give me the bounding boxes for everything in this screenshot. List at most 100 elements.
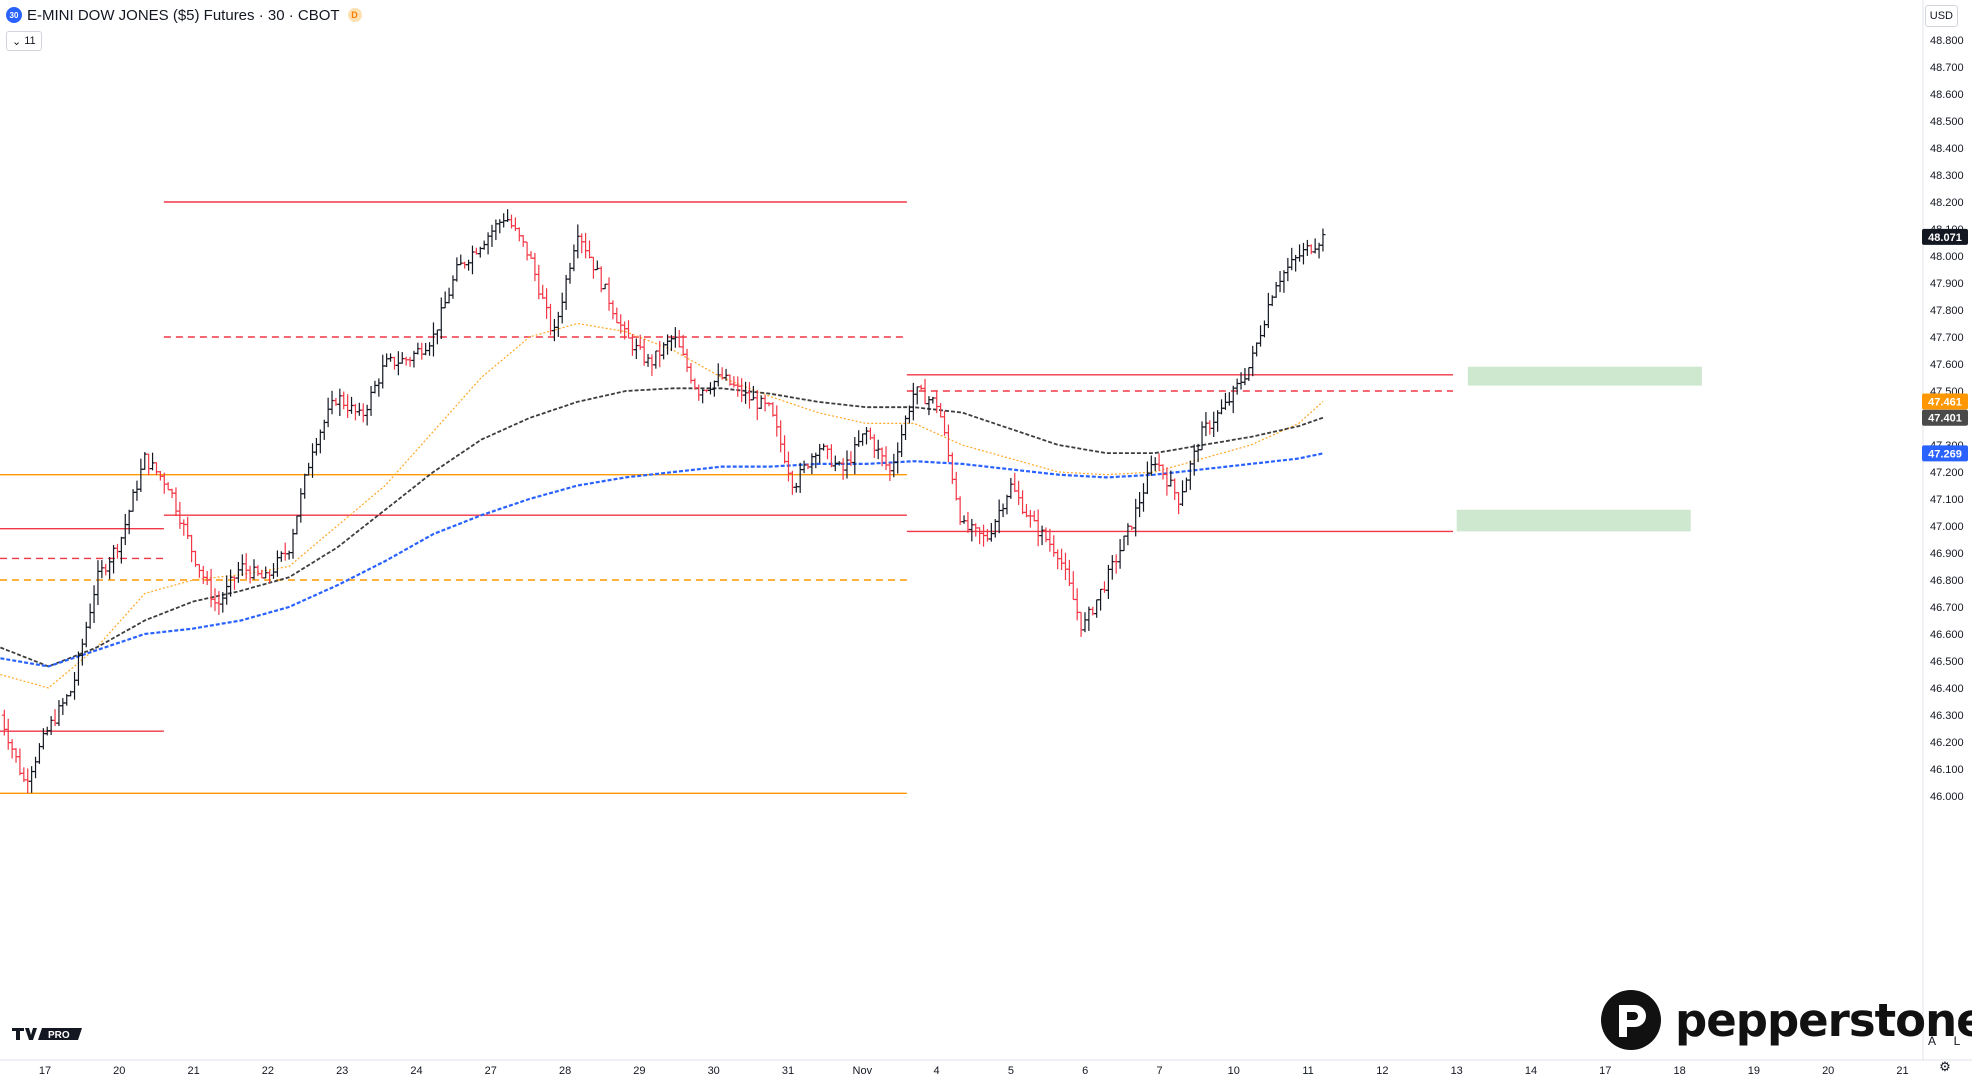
ohlc-bar bbox=[801, 460, 807, 474]
price-tick-label: 48.600 bbox=[1930, 89, 1964, 101]
ohlc-bar bbox=[239, 554, 245, 577]
ohlc-bar bbox=[391, 356, 397, 370]
price-label-bg bbox=[1922, 409, 1968, 426]
ohlc-bar bbox=[1203, 412, 1209, 437]
ohlc-bar bbox=[481, 240, 487, 250]
ohlc-bar bbox=[228, 569, 234, 597]
green-zone[interactable] bbox=[1456, 509, 1691, 532]
ohlc-bar bbox=[376, 378, 382, 397]
ohlc-bar bbox=[942, 410, 948, 436]
ohlc-bar bbox=[1137, 492, 1143, 518]
pepperstone-logo: pepperstone bbox=[1597, 989, 1972, 1051]
ohlc-bar bbox=[1148, 455, 1154, 476]
price-tick-label: 46.400 bbox=[1930, 683, 1964, 695]
ohlc-bar bbox=[571, 244, 577, 272]
ohlc-bar bbox=[17, 748, 23, 776]
ohlc-bar bbox=[782, 435, 788, 464]
settings-gear-icon[interactable]: ⚙ bbox=[1939, 1059, 1951, 1074]
ohlc-bar bbox=[977, 527, 983, 545]
time-axis[interactable]: 17 20 21 22 23 24 27 28 29 30 31 Nov 4 5 6 7 10 11 12 13 14 1… bbox=[39, 1065, 1909, 1077]
ohlc-bar bbox=[1254, 342, 1260, 357]
auto-scale-button[interactable]: A bbox=[1927, 1034, 1936, 1048]
support-resistance-zones[interactable] bbox=[1456, 366, 1702, 532]
ohlc-bars bbox=[1, 209, 1326, 794]
price-label-text: 47.401 bbox=[1928, 413, 1962, 425]
ohlc-bar bbox=[271, 563, 277, 579]
ohlc-bar bbox=[146, 453, 152, 476]
ohlc-bar bbox=[48, 716, 54, 735]
ohlc-bar bbox=[1113, 554, 1119, 574]
ohlc-bar bbox=[72, 671, 78, 700]
ohlc-bar bbox=[626, 320, 632, 339]
time-tick-label: 21 bbox=[1896, 1065, 1908, 1077]
ohlc-bar bbox=[1098, 588, 1104, 611]
ohlc-bar bbox=[243, 553, 249, 580]
ohlc-bar bbox=[103, 563, 109, 576]
price-tick-label: 46.100 bbox=[1930, 764, 1964, 776]
ohlc-bar bbox=[544, 288, 550, 319]
symbol-title[interactable]: E-MINI DOW JONES ($5) Futures · 30 · CBO… bbox=[27, 6, 340, 24]
session-badge[interactable]: D bbox=[347, 8, 362, 22]
ohlc-bar bbox=[1082, 612, 1088, 633]
price-tick-label: 48.700 bbox=[1930, 62, 1964, 74]
log-scale-button[interactable]: L bbox=[1953, 1034, 1961, 1048]
ohlc-bar bbox=[1101, 581, 1107, 593]
ohlc-bar bbox=[1230, 385, 1236, 414]
currency-selector[interactable]: USD bbox=[1924, 5, 1958, 27]
ohlc-bar bbox=[1164, 467, 1170, 496]
ohlc-bar bbox=[126, 509, 132, 535]
ohlc-bar bbox=[216, 591, 222, 615]
ohlc-bar bbox=[988, 522, 994, 542]
ohlc-bar bbox=[5, 718, 11, 750]
green-zone[interactable] bbox=[1467, 366, 1702, 386]
ohlc-bar bbox=[559, 292, 565, 324]
ohlc-bar bbox=[118, 536, 124, 564]
ohlc-bar bbox=[1004, 494, 1010, 515]
ohlc-bar bbox=[575, 224, 581, 259]
ohlc-bar bbox=[1070, 571, 1076, 601]
ohlc-bar bbox=[91, 585, 97, 623]
ohlc-bar bbox=[325, 397, 331, 428]
ohlc-bar bbox=[372, 380, 378, 394]
ohlc-bar bbox=[251, 559, 257, 580]
price-tick-label: 47.200 bbox=[1930, 467, 1964, 479]
ohlc-bar bbox=[189, 534, 195, 563]
ohlc-bar bbox=[153, 462, 159, 476]
ohlc-bar bbox=[1226, 392, 1232, 406]
ohlc-bar bbox=[805, 463, 811, 470]
ohlc-bar bbox=[700, 389, 706, 404]
time-tick-label: 13 bbox=[1451, 1065, 1463, 1077]
ohlc-bar bbox=[1242, 368, 1248, 386]
tradingview-logo: PRO bbox=[10, 1026, 82, 1047]
ohlc-bar bbox=[864, 427, 870, 445]
ohlc-bar bbox=[56, 700, 62, 727]
ohlc-bar bbox=[524, 241, 530, 261]
ohlc-bar bbox=[434, 329, 440, 345]
ohlc-bar bbox=[883, 446, 889, 471]
ohlc-bar bbox=[1012, 472, 1018, 493]
ohlc-bar bbox=[1312, 238, 1318, 254]
ohlc-bar bbox=[1172, 478, 1178, 501]
ohlc-bar bbox=[134, 480, 140, 501]
ohlc-bar bbox=[1074, 588, 1080, 621]
price-tick-label: 46.900 bbox=[1930, 548, 1964, 560]
ohlc-bar bbox=[1297, 244, 1303, 262]
time-tick-label: 20 bbox=[1822, 1065, 1834, 1077]
ohlc-bar bbox=[255, 565, 261, 577]
ohlc-bar bbox=[754, 390, 760, 421]
ohlc-bar bbox=[996, 499, 1002, 534]
time-tick-label: 29 bbox=[633, 1065, 645, 1077]
ohlc-bar bbox=[403, 356, 409, 366]
ohlc-bar bbox=[87, 603, 93, 629]
ohlc-bar bbox=[427, 342, 433, 356]
ohlc-bar bbox=[173, 487, 179, 517]
indicators-toggle[interactable]: ⌄ 11 bbox=[6, 31, 42, 51]
price-tick-label: 47.800 bbox=[1930, 305, 1964, 317]
horizontal-levels[interactable] bbox=[0, 201, 1453, 794]
ohlc-bar bbox=[516, 227, 522, 242]
pepperstone-mark-icon bbox=[1601, 990, 1661, 1050]
symbol-icon[interactable]: 30 bbox=[6, 7, 22, 23]
ohlc-bar bbox=[1121, 535, 1127, 552]
ohlc-bar bbox=[95, 560, 101, 606]
